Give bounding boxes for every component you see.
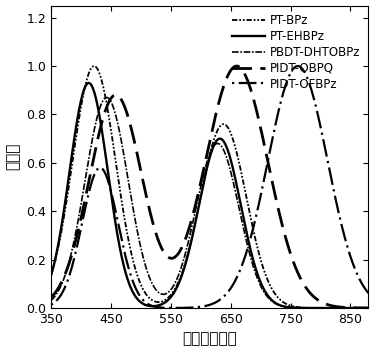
PT-BPz <box>302 306 307 310</box>
PIDT-OBPQ <box>59 279 64 284</box>
PIDT-OBPQ <box>43 300 47 304</box>
PIDT-OBPQ <box>302 283 307 288</box>
PT-EHBPz <box>59 222 64 226</box>
PBDT-DHTOBPz <box>104 95 109 100</box>
PIDT-OBPQ <box>234 64 239 68</box>
PIDT-OFBPz <box>295 64 300 68</box>
PIDT-OBPQ <box>372 306 374 310</box>
PT-EHBPz <box>203 173 208 177</box>
PBDT-DHTOBPz <box>43 302 47 307</box>
PT-EHBPz <box>194 214 199 219</box>
PT-EHBPz <box>302 306 307 310</box>
PT-BPz <box>92 64 96 68</box>
PIDT-OBPQ <box>363 306 367 310</box>
PT-EHBPz <box>43 289 47 294</box>
Line: PT-BPz: PT-BPz <box>45 66 374 308</box>
X-axis label: 波长（纳米）: 波长（纳米） <box>183 332 237 346</box>
PBDT-DHTOBPz <box>372 306 374 310</box>
PT-BPz <box>372 306 374 310</box>
PT-BPz <box>43 288 47 292</box>
PT-BPz <box>59 227 64 231</box>
PIDT-OBPQ <box>363 306 367 310</box>
PT-BPz <box>363 306 367 310</box>
PT-BPz <box>203 172 208 176</box>
PIDT-OFBPz <box>203 304 208 308</box>
PT-EHBPz <box>86 81 91 85</box>
PIDT-OFBPz <box>363 287 367 291</box>
PBDT-DHTOBPz <box>363 306 367 310</box>
PBDT-DHTOBPz <box>194 203 199 207</box>
PBDT-DHTOBPz <box>59 282 64 286</box>
PIDT-OBPQ <box>203 160 208 164</box>
Legend: PT-BPz, PT-EHBPz, PBDT-DHTOBPz, PIDT-OBPQ, PIDT-OFBPz: PT-BPz, PT-EHBPz, PBDT-DHTOBPz, PIDT-OBP… <box>227 9 365 95</box>
PIDT-OFBPz <box>303 70 307 75</box>
PIDT-OFBPz <box>59 291 64 296</box>
PT-BPz <box>363 306 367 310</box>
PBDT-DHTOBPz <box>363 306 367 310</box>
PIDT-OFBPz <box>363 287 367 291</box>
PT-EHBPz <box>363 306 367 310</box>
PT-EHBPz <box>363 306 367 310</box>
Line: PT-EHBPz: PT-EHBPz <box>45 83 374 308</box>
Y-axis label: 吸光度: 吸光度 <box>6 143 21 170</box>
PIDT-OFBPz <box>194 305 199 309</box>
Line: PIDT-OBPQ: PIDT-OBPQ <box>45 66 374 308</box>
PIDT-OBPQ <box>194 199 199 203</box>
PIDT-OFBPz <box>372 297 374 301</box>
PIDT-OFBPz <box>43 304 47 309</box>
PT-EHBPz <box>372 306 374 310</box>
Line: PBDT-DHTOBPz: PBDT-DHTOBPz <box>45 98 374 308</box>
PBDT-DHTOBPz <box>203 165 208 170</box>
PBDT-DHTOBPz <box>302 306 307 310</box>
PT-BPz <box>194 214 199 219</box>
Line: PIDT-OFBPz: PIDT-OFBPz <box>45 66 374 308</box>
PIDT-OFBPz <box>172 306 177 310</box>
